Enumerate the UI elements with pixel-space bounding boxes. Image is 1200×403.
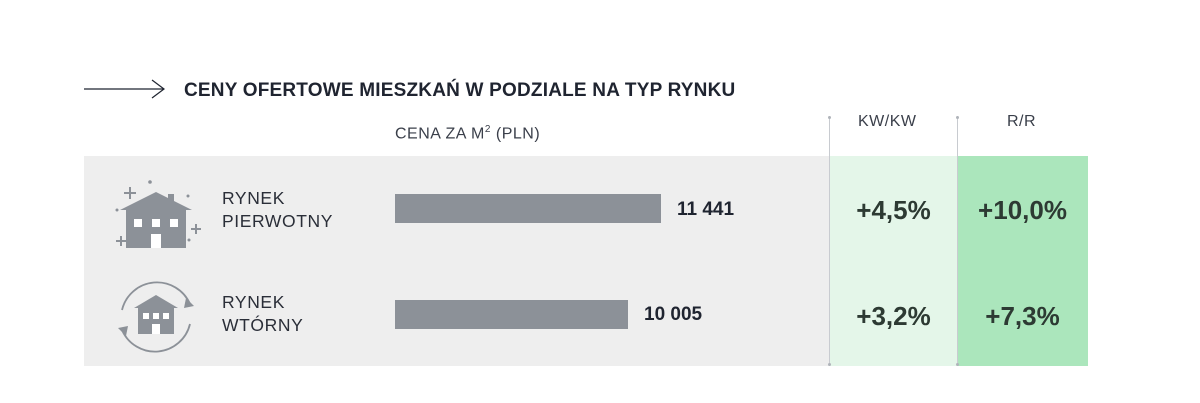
row-primary-market: RYNEK PIERWOTNY 11 441 +4,5% +10,0% xyxy=(0,160,1200,260)
yoy-change-primary: +10,0% xyxy=(978,195,1067,225)
row-label-primary: RYNEK PIERWOTNY xyxy=(222,188,334,231)
house-cycle-icon xyxy=(118,281,194,353)
divider-qoq xyxy=(828,116,831,366)
qoq-change-primary: +4,5% xyxy=(856,195,931,225)
row-label-secondary: RYNEK WTÓRNY xyxy=(222,292,304,335)
qoq-column-band xyxy=(830,156,957,366)
bar-value-secondary: 10 005 xyxy=(644,304,703,325)
qoq-change-secondary: +3,2% xyxy=(856,301,931,331)
chart-title: CENY OFERTOWE MIESZKAŃ W PODZIALE NA TYP… xyxy=(184,80,736,101)
bar-value-primary: 11 441 xyxy=(677,199,735,220)
column-header-yoy: R/R xyxy=(1007,113,1037,130)
yoy-column-band xyxy=(957,156,1088,366)
column-header-price: CENA ZA M2 (PLN) xyxy=(395,124,541,143)
new-house-sparkle-icon xyxy=(115,180,201,248)
row-secondary-market: RYNEK WTÓRNY 10 005 +3,2% +7,3% xyxy=(0,266,1200,366)
bar-secondary-market xyxy=(395,300,628,329)
arrow-right-icon xyxy=(84,79,165,99)
divider-yoy xyxy=(956,116,959,366)
column-header-qoq: KW/KW xyxy=(858,113,917,130)
yoy-change-secondary: +7,3% xyxy=(985,301,1060,331)
bar-primary-market xyxy=(395,194,661,223)
